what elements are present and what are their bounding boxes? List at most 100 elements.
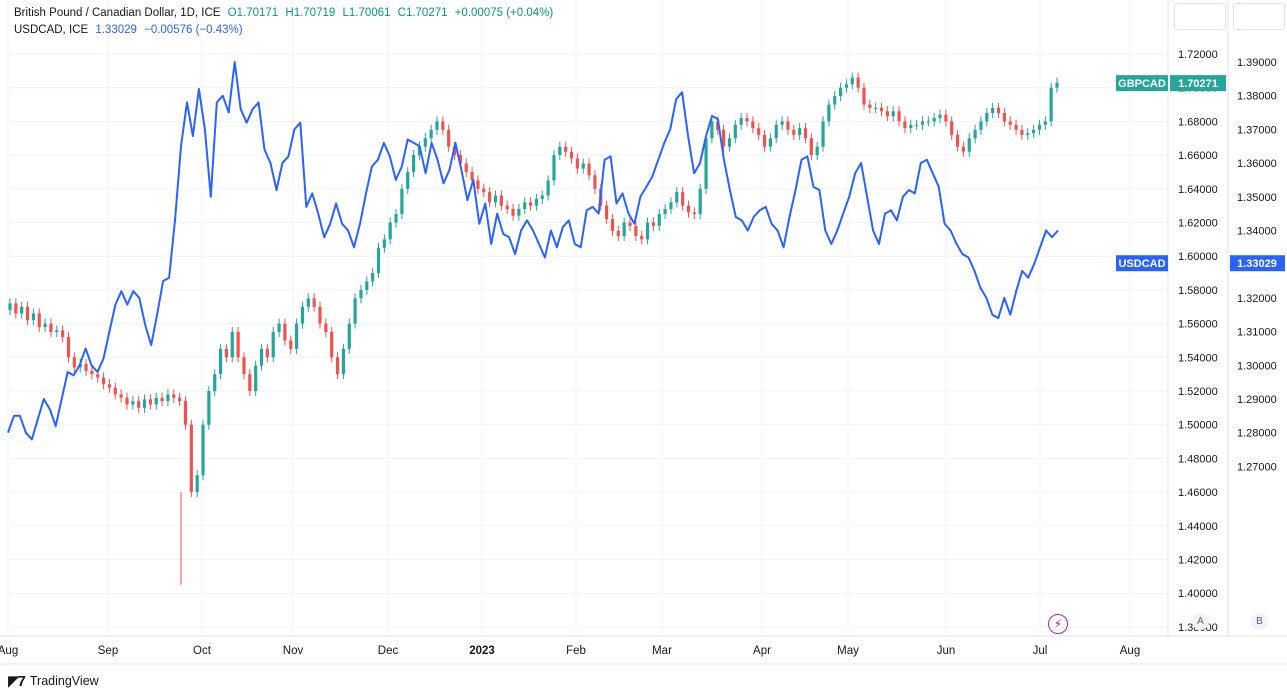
candle-body [201,424,205,476]
candle-body [739,118,743,125]
candle-body [616,230,620,236]
lightning-icon[interactable]: ⚡ [1048,614,1068,634]
candle-body [441,121,445,130]
candle-body [897,111,901,122]
candle-body [721,129,726,147]
right-axis-tick: 1.34000 [1237,226,1277,238]
candle-body [610,219,615,231]
candle-body [8,303,12,311]
candle-body [932,118,936,122]
candle-body [581,163,585,169]
candle-body [558,146,562,156]
candle-body [745,118,749,122]
left-axis-tick: 1.68000 [1178,116,1218,128]
candle-body [1032,129,1036,134]
candle-body [411,155,416,172]
candle-body [716,121,720,130]
right-axis-tick: 1.27000 [1237,461,1277,473]
x-axis-tick: Oct [193,645,212,657]
left-axis-tick: 1.46000 [1178,487,1218,499]
candle-body [651,222,656,226]
candle-body [564,146,568,152]
main-low: L1.70061 [342,7,391,19]
candle-body [523,202,527,210]
x-axis-tick: May [837,645,859,657]
left-axis-tick: 1.48000 [1178,453,1218,465]
candle-body [786,121,790,130]
candle-body [967,138,971,152]
candle-body [388,222,392,240]
candle-body [25,306,30,321]
candle-body [72,357,76,368]
candle-body [587,163,591,176]
right-axis-tick: 1.35000 [1237,192,1277,204]
left-axis-tick: 1.56000 [1178,319,1218,331]
candle-body [634,225,638,236]
candle-body [809,138,813,156]
candle-body [464,163,468,172]
candle-body [353,298,357,324]
candle-body [295,323,299,349]
price-scale-header-right[interactable] [1233,3,1285,30]
candle-body [458,155,462,164]
candle-body [166,394,170,402]
candle-body [499,195,503,206]
scale-b-button[interactable]: B [1251,613,1268,630]
candle-body [985,112,989,122]
footer-brand[interactable]: ◤7 TradingView [8,672,99,690]
candle-body [534,198,539,206]
candle-body [242,357,246,375]
left-axis-tick: 1.64000 [1178,184,1218,196]
candle-body [482,188,486,193]
candle-body [172,394,176,398]
candle-body [125,397,129,405]
candle-body [669,202,673,210]
left-axis-tick: 1.40000 [1178,588,1218,600]
candle-body [236,332,240,358]
scale-a-button[interactable]: A [1192,613,1209,630]
candle-body [417,146,422,156]
candle-body [160,397,164,402]
price-scale-header-left[interactable] [1174,3,1226,30]
candle-body [142,399,147,408]
candle-body [371,273,375,282]
candle-body [207,391,211,425]
candle-body [254,365,258,391]
candle-body [476,180,480,189]
candle-body [107,384,112,388]
candle-body [762,134,767,147]
candle-body [178,397,182,402]
right-axis-tick: 1.36000 [1237,158,1277,170]
compare-series-title: USDCAD, ICE [14,24,89,36]
candle-body [540,195,544,199]
right-axis-tick: 1.28000 [1237,428,1277,440]
candle-body [347,323,351,349]
candle-body [511,209,515,216]
right-axis-tick: 1.29000 [1237,394,1277,406]
candle-body [230,332,234,358]
candle-body [306,298,310,307]
candle-body [926,121,930,123]
candle-body [751,121,755,129]
candle-body [915,124,919,126]
candle-body [131,401,135,405]
left-axis-tick: 1.72000 [1178,49,1218,61]
candle-body [862,87,866,105]
candle-body [850,77,854,85]
candle-body [920,121,925,125]
candle-body [277,323,281,333]
candle-body [780,121,784,125]
candle-body [14,303,18,314]
x-axis-tick: Sep [98,645,118,657]
main-high: H1.70719 [285,7,336,19]
candle-body [686,205,691,213]
right-axis-tick: 1.32000 [1237,293,1277,305]
candle-body [49,323,53,333]
brand-name: TradingView [29,674,99,688]
usdcad-label-box [1116,255,1168,272]
candle-body [844,84,849,88]
candle-body [675,192,679,203]
candle-body [973,129,977,139]
candle-body [312,298,316,307]
